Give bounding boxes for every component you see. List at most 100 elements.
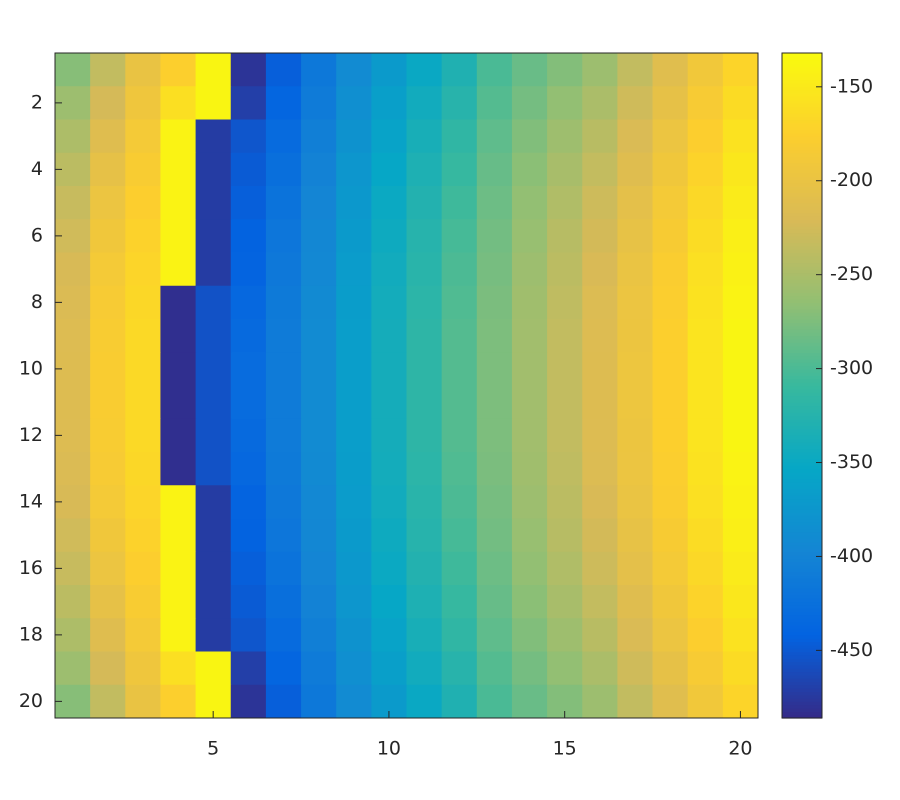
heat-cell [90, 186, 126, 220]
heat-cell [511, 319, 548, 353]
heat-cell [547, 319, 583, 353]
heat-cell [441, 352, 478, 386]
heat-cell [195, 252, 232, 287]
colorbar-segment [782, 136, 822, 141]
colorbar-segment [782, 265, 822, 270]
heat-cell [195, 119, 232, 154]
heat-cell [265, 418, 302, 453]
colorbar-segment [782, 348, 822, 353]
heat-cell [230, 252, 267, 287]
colorbar-segment [782, 342, 822, 347]
colorbar-segment [782, 558, 822, 563]
heat-cell [406, 352, 443, 386]
colorbar-segment [782, 119, 822, 124]
heat-cell [406, 518, 443, 553]
heat-cell [476, 252, 513, 287]
heat-cell [476, 585, 513, 619]
y-tick-label: 16 [19, 557, 43, 579]
colorbar-segment [782, 96, 822, 101]
colorbar-segment [782, 86, 822, 91]
colorbar-segment [782, 425, 822, 430]
heat-cell [406, 551, 443, 586]
heat-cell [125, 585, 161, 619]
heat-cell [441, 452, 478, 486]
heat-cell [230, 585, 267, 619]
heat-cell [511, 53, 548, 87]
colorbar-segment [782, 146, 822, 151]
colorbar-segment [782, 585, 822, 589]
heat-cell [265, 651, 302, 686]
heat-cell [125, 186, 161, 220]
heat-cell [476, 485, 513, 519]
colorbar-segment [782, 142, 822, 147]
heat-cell [230, 219, 267, 253]
heat-cell [617, 86, 654, 120]
colorbar-segment [782, 455, 822, 460]
y-tick-label: 10 [19, 357, 43, 379]
heat-cell [371, 618, 407, 652]
heat-cell [230, 53, 267, 87]
heat-cell [265, 551, 302, 586]
heat-cell [722, 86, 759, 120]
heat-cell [230, 418, 267, 453]
heat-cell [90, 119, 126, 154]
colorbar-segment [782, 212, 822, 217]
colorbar-segment [782, 225, 822, 230]
heat-cell [687, 418, 724, 453]
heat-cell [406, 119, 443, 154]
heat-cell [722, 352, 759, 386]
heat-cell [617, 352, 654, 386]
heat-cell [652, 319, 689, 353]
heat-cell [301, 86, 337, 120]
heat-cell [652, 418, 689, 453]
heat-cell [336, 252, 372, 287]
heat-cell [582, 86, 618, 120]
heat-cell [301, 518, 337, 553]
colorbar-tick-label: -300 [830, 357, 873, 379]
colorbar-segment [782, 59, 822, 64]
heat-cell [722, 152, 759, 187]
heat-cell [406, 585, 443, 619]
colorbar-segment [782, 671, 822, 676]
heat-cell [265, 485, 302, 519]
colorbar-segment [782, 691, 822, 696]
colorbar-segment [782, 555, 822, 559]
heat-cell [582, 418, 618, 453]
heat-cell [230, 285, 267, 320]
colorbar-segment [782, 678, 822, 683]
heat-cell [547, 252, 583, 287]
heat-cell [336, 319, 372, 353]
heat-cell [511, 651, 548, 686]
heat-cell [265, 252, 302, 287]
heat-cell [582, 651, 618, 686]
heat-cell [125, 252, 161, 287]
heat-cell [687, 252, 724, 287]
colorbar-segment [782, 694, 822, 699]
heat-cell [125, 119, 161, 154]
heat-cell [617, 651, 654, 686]
heat-cell [406, 219, 443, 253]
heat-cell [687, 86, 724, 120]
heat-cell [722, 485, 759, 519]
heat-cell [652, 385, 689, 420]
heat-cell [125, 319, 161, 353]
heat-cell [265, 86, 302, 120]
heat-cell [547, 618, 583, 652]
heat-cell [652, 585, 689, 619]
heat-cell [687, 319, 724, 353]
colorbar-segment [782, 668, 822, 673]
heat-cell [406, 186, 443, 220]
y-tick-label: 12 [19, 424, 43, 446]
heat-cell [195, 618, 232, 652]
heat-cell [476, 53, 513, 87]
colorbar-segment [782, 498, 822, 503]
heat-cell [125, 86, 161, 120]
colorbar-segment [782, 578, 822, 583]
heat-cell [441, 418, 478, 453]
heat-cell [90, 352, 126, 386]
colorbar-segment [782, 232, 822, 237]
heat-cell [441, 651, 478, 686]
heat-cell [722, 219, 759, 253]
colorbar-segment [782, 365, 822, 370]
